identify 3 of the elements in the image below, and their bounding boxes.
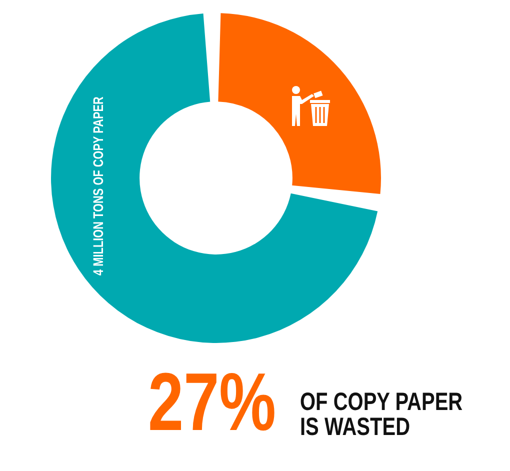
text: 27% — [148, 357, 276, 448]
text: OF COPY PAPER IS WASTED — [300, 388, 463, 441]
slice-label: 4 MILLION TONS OF COPY PAPER — [90, 96, 106, 276]
